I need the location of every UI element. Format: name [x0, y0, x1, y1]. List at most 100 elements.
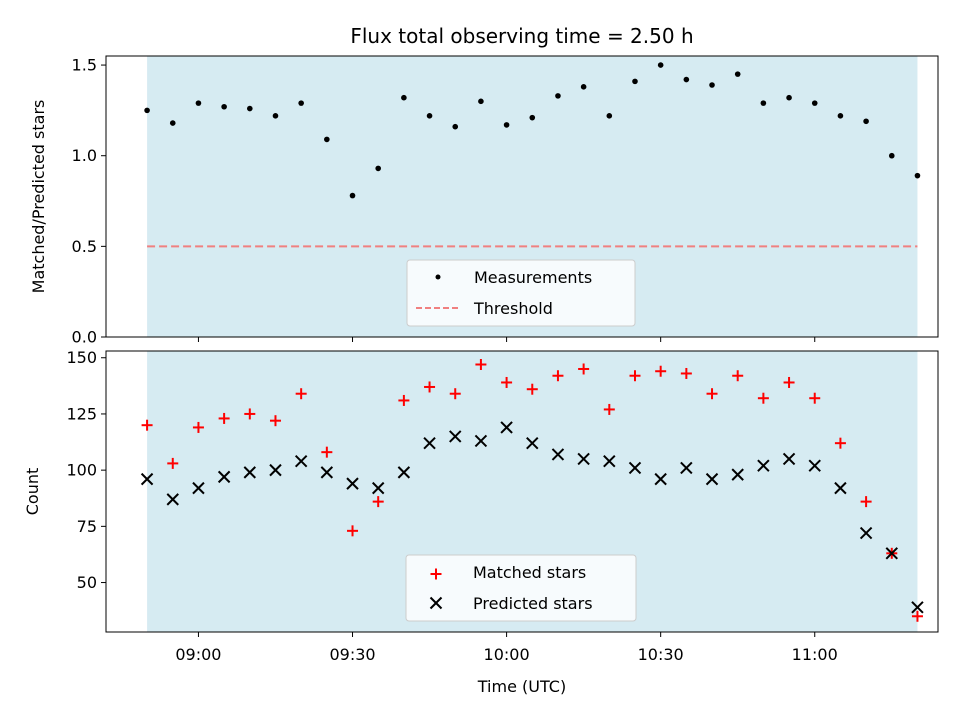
- measurement-point: [580, 84, 587, 90]
- matched-star-point: [475, 358, 487, 370]
- matched-star-point: [167, 457, 179, 469]
- measurement-point: [375, 165, 381, 172]
- predicted-star-point: [551, 448, 565, 461]
- x-tick-label: 11:00: [792, 645, 838, 664]
- measurement-point: [401, 94, 407, 101]
- predicted-star-point: [680, 461, 693, 475]
- measurement-point: [247, 105, 253, 112]
- matched-star-point: [321, 446, 333, 458]
- predicted-star-point: [397, 466, 411, 479]
- bottom-y-axis-label: Count: [23, 468, 42, 516]
- top-panel: 0.0 0.5 1.0 1.5 Matched/Predicted stars Mea…: [29, 55, 939, 347]
- measurement-point: [734, 71, 741, 77]
- legend-marker-matched: [430, 568, 442, 580]
- predicted-star-point: [628, 461, 642, 475]
- matched-star-point: [449, 388, 461, 400]
- legend-marker-measurements: [435, 274, 441, 280]
- measurement-point: [144, 107, 150, 114]
- bottom-axes-frame: [105, 350, 939, 633]
- y-tick-label: 150: [66, 348, 97, 367]
- measurement-points: [144, 62, 921, 199]
- x-tick-label: 09:30: [329, 645, 375, 664]
- legend-label-measurements: Measurements: [474, 268, 592, 287]
- predicted-star-point: [577, 452, 590, 466]
- bottom-legend-box: [405, 554, 637, 622]
- bottom-legend: Matched stars Predicted stars: [405, 554, 637, 622]
- predicted-star-point: [166, 493, 179, 506]
- measurement-point: [632, 78, 638, 85]
- x-tick-label: 09:00: [175, 645, 221, 664]
- measurement-point: [452, 123, 459, 130]
- y-tick-label: 1.5: [72, 56, 97, 75]
- measurement-point: [786, 94, 792, 101]
- predicted-star-point: [731, 468, 744, 481]
- matched-star-point: [424, 381, 436, 393]
- measurement-point: [555, 93, 561, 99]
- matched-star-point: [860, 496, 872, 508]
- matched-star-point: [244, 408, 256, 420]
- predicted-star-point: [654, 472, 667, 486]
- matched-star-point: [398, 394, 410, 406]
- matched-star-point: [629, 370, 641, 382]
- legend-plus-glyph: [430, 568, 442, 580]
- matched-star-point: [603, 403, 615, 415]
- measurement-point: [478, 98, 484, 105]
- predicted-star-point: [834, 481, 847, 495]
- chart-title: Flux total observing time = 2.50 h: [350, 24, 693, 48]
- measurement-point: [888, 152, 895, 159]
- measurement-point: [606, 113, 613, 119]
- predicted-star-point: [782, 452, 796, 466]
- measurement-point: [349, 192, 356, 199]
- measurement-point: [324, 136, 330, 143]
- predicted-star-point: [371, 481, 385, 495]
- matched-star-point: [783, 376, 795, 388]
- matched-star-point: [757, 392, 769, 404]
- predicted-star-point: [243, 466, 257, 479]
- matched-star-point: [347, 525, 359, 537]
- y-tick-label: 100: [66, 461, 97, 480]
- measurement-point: [709, 82, 715, 88]
- measurement-point: [863, 118, 869, 125]
- y-tick-label: 1.0: [72, 146, 97, 165]
- predicted-star-point: [449, 430, 462, 443]
- predicted-star-point: [192, 481, 205, 495]
- x-axis-label: Time (UTC): [477, 677, 566, 696]
- top-legend: Measurements Threshold: [406, 259, 636, 327]
- matched-star-point: [218, 412, 230, 424]
- y-tick-label: 125: [66, 404, 97, 423]
- matched-star-point: [706, 388, 718, 400]
- matched-star-points: [141, 358, 923, 622]
- measurement-point: [683, 76, 690, 83]
- measurement-point: [811, 100, 818, 106]
- top-axes-frame: [105, 55, 939, 338]
- predicted-star-point: [808, 459, 821, 472]
- bottom-x-ticks: 09:00 09:30 10:00 10:30 11:00: [175, 632, 838, 664]
- predicted-star-point: [269, 463, 282, 477]
- predicted-star-point: [140, 472, 154, 486]
- bottom-y-ticks: 50 75 100 125 150: [66, 348, 106, 592]
- top-y-axis-label: Matched/Predicted stars: [29, 100, 48, 294]
- measurement-point: [169, 120, 176, 126]
- measurement-point: [426, 113, 433, 119]
- matched-star-point: [834, 437, 846, 449]
- x-tick-label: 10:00: [484, 645, 530, 664]
- x-tick-label: 10:30: [638, 645, 684, 664]
- predicted-star-point: [423, 436, 436, 450]
- matched-star-point: [680, 367, 692, 379]
- predicted-star-point: [859, 526, 873, 540]
- predicted-star-point: [705, 472, 719, 486]
- matched-star-point: [552, 370, 564, 382]
- matched-star-point: [372, 496, 384, 508]
- predicted-star-point: [500, 421, 513, 434]
- matched-star-point: [911, 610, 923, 622]
- predicted-star-points: [140, 421, 924, 614]
- measurement-point: [760, 100, 767, 106]
- y-tick-label: 0.0: [72, 328, 97, 347]
- matched-star-point: [655, 365, 667, 377]
- matched-star-point: [809, 392, 821, 404]
- measurement-point: [195, 100, 202, 106]
- predicted-star-point: [217, 470, 231, 484]
- top-x-ticks: [197, 337, 816, 342]
- predicted-star-point: [757, 459, 770, 472]
